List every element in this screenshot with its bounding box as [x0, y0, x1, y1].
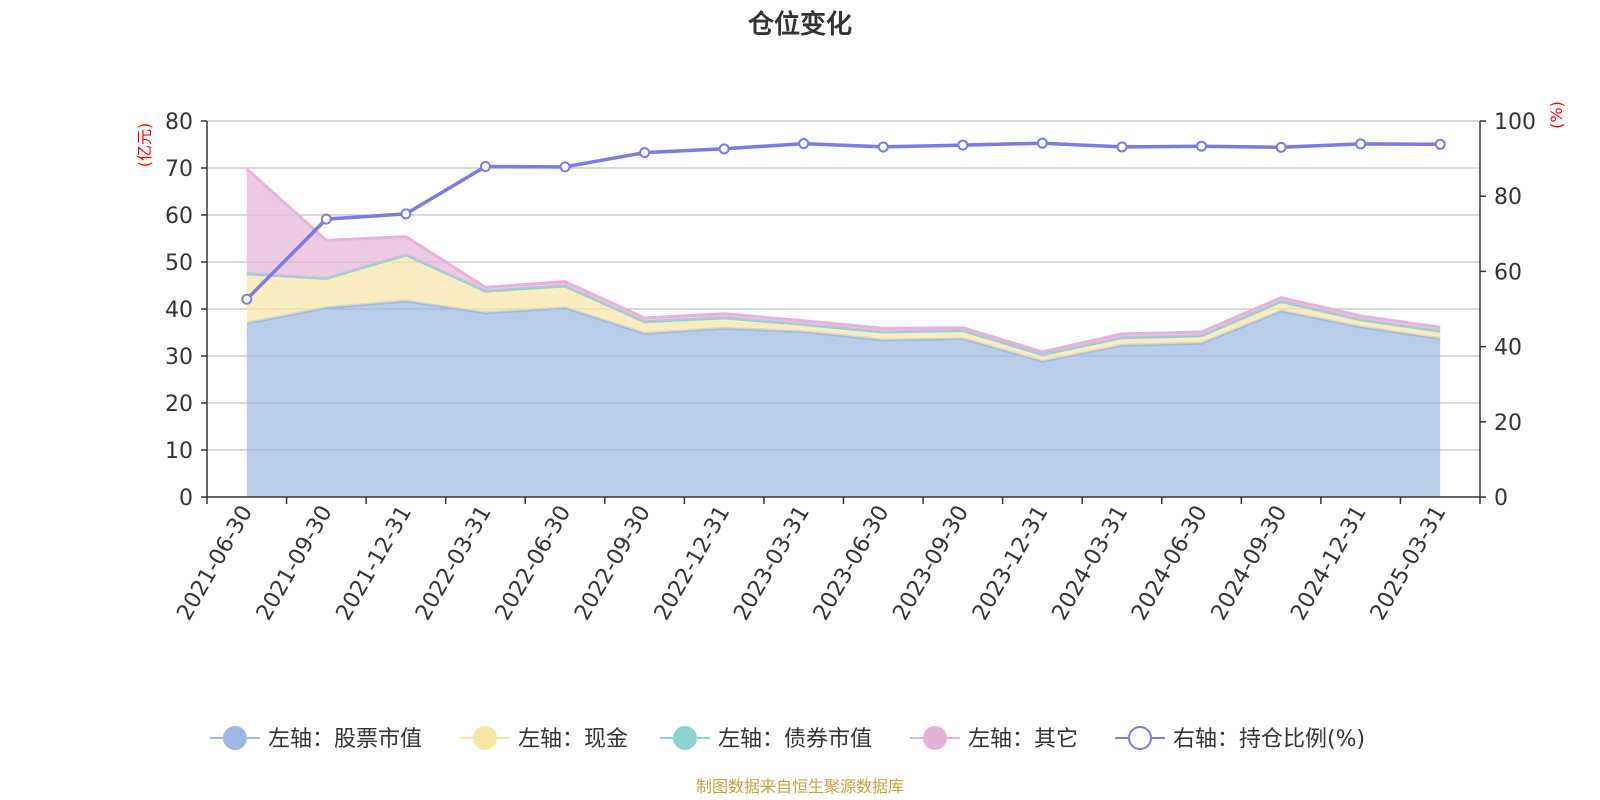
- left-tick-label: 20: [165, 392, 193, 417]
- position-ratio-point: [798, 138, 810, 150]
- left-tick-label: 0: [179, 486, 193, 511]
- x-tick-label: 2024-09-30: [1207, 502, 1293, 625]
- legend-label: 右轴：持仓比例(%): [1173, 727, 1365, 752]
- left-tick-label: 70: [165, 157, 193, 182]
- legend-label: 左轴：其它: [968, 727, 1078, 752]
- position-ratio-point: [1036, 137, 1048, 149]
- position-ratio-point: [1116, 141, 1128, 153]
- position-ratio-point: [559, 161, 571, 173]
- position-ratio-point: [400, 208, 412, 220]
- left-axis-unit: (亿元): [135, 123, 154, 168]
- position-ratio-point: [479, 160, 491, 172]
- right-axis-unit: (%): [1547, 101, 1566, 129]
- position-ratio-point: [320, 213, 332, 225]
- position-ratio-line: [245, 141, 1441, 301]
- position-ratio-point: [1196, 140, 1208, 152]
- position-ratio-point: [639, 147, 651, 159]
- x-tick-label: 2021-09-30: [252, 502, 338, 625]
- x-tick-label: 2023-03-31: [729, 502, 815, 625]
- position-ratio-point: [241, 293, 253, 305]
- right-tick-label: 80: [1494, 185, 1522, 210]
- source-note: 制图数据来自恒生聚源数据库: [696, 777, 904, 796]
- position-ratio-point: [1355, 138, 1367, 150]
- left-tick-label: 50: [165, 251, 193, 276]
- legend: 左轴：股票市值 左轴：现金 左轴：债券市值 左轴：其它 右轴：持仓比例(%): [210, 726, 1365, 752]
- x-tick-label: 2021-12-31: [332, 502, 418, 625]
- legend-label: 左轴：股票市值: [268, 727, 422, 752]
- legend-marker: [1128, 726, 1152, 750]
- x-tick-label: 2024-03-31: [1048, 502, 1134, 625]
- legend-label: 左轴：现金: [518, 727, 628, 752]
- legend-marker: [923, 726, 947, 750]
- legend-label: 左轴：债券市值: [718, 727, 872, 752]
- line-series: [241, 137, 1446, 305]
- right-tick-label: 20: [1494, 411, 1522, 436]
- x-tick-label: 2023-09-30: [888, 502, 974, 625]
- area-左轴：股票市值: [246, 301, 1441, 497]
- chart-title: 仓位变化: [747, 9, 852, 40]
- x-tick-label: 2022-03-31: [411, 502, 497, 625]
- position-ratio-point: [1434, 138, 1446, 150]
- legend-marker: [673, 726, 697, 750]
- position-ratio-point: [1275, 141, 1287, 153]
- left-tick-label: 30: [165, 345, 193, 370]
- right-tick-label: 100: [1494, 110, 1536, 135]
- x-tick-label: 2022-09-30: [570, 502, 656, 625]
- x-tick-label: 2022-06-30: [491, 502, 577, 625]
- left-tick-label: 80: [165, 110, 193, 135]
- left-tick-label: 40: [165, 298, 193, 323]
- position-ratio-point: [718, 143, 730, 155]
- right-tick-label: 40: [1494, 336, 1522, 361]
- left-tick-label: 60: [165, 204, 193, 229]
- x-tick-label: 2024-06-30: [1127, 502, 1213, 625]
- position-ratio-point: [957, 139, 969, 151]
- right-tick-label: 0: [1494, 486, 1508, 511]
- area-edge-左轴：其它: [245, 167, 1441, 354]
- area-左轴：现金: [246, 254, 1441, 362]
- x-tick-label: 2024-12-31: [1286, 502, 1372, 625]
- x-tick-label: 2022-12-31: [650, 502, 736, 625]
- legend-marker: [223, 726, 247, 750]
- x-tick-label: 2023-06-30: [809, 502, 895, 625]
- area-series: [245, 167, 1441, 497]
- x-tick-label: 2021-06-30: [172, 502, 258, 625]
- right-tick-label: 60: [1494, 260, 1522, 285]
- position-ratio-point: [877, 141, 889, 153]
- legend-marker: [473, 726, 497, 750]
- x-tick-label: 2025-03-31: [1366, 502, 1452, 625]
- left-tick-label: 10: [165, 439, 193, 464]
- x-tick-label: 2023-12-31: [968, 502, 1054, 625]
